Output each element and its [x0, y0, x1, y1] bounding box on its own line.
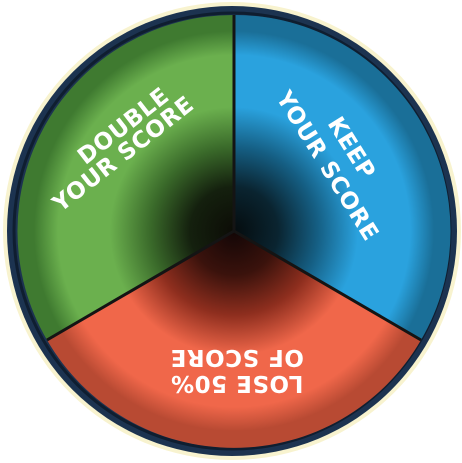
- segment-keep-your-score[interactable]: [234, 14, 451, 340]
- segment-dividers: [46, 15, 422, 342]
- label-lose-line1: LOSE 50%: [171, 370, 304, 396]
- segment-double-your-score[interactable]: [17, 14, 234, 340]
- label-lose-line2: OF SCORE: [170, 344, 304, 370]
- segment-lose-50-of-score[interactable]: [47, 231, 421, 448]
